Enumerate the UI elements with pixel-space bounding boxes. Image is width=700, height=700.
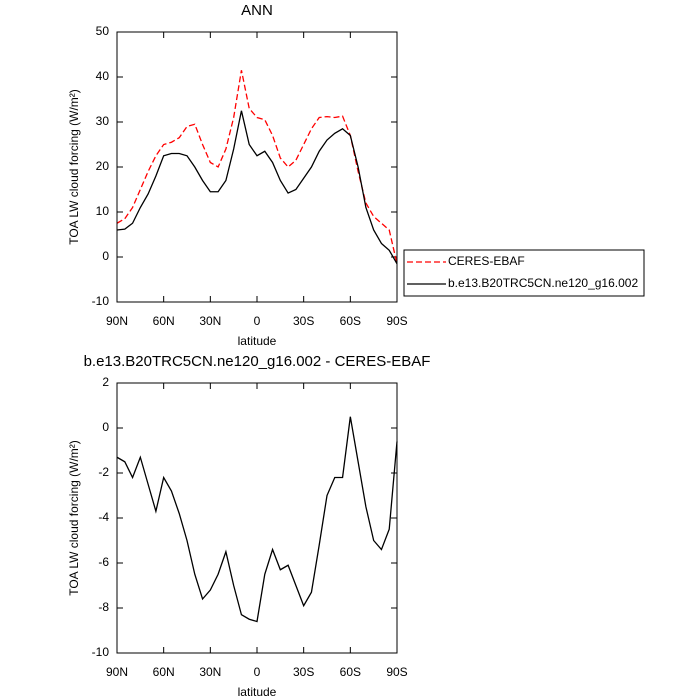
chart-title: b.e13.B20TRC5CN.ne120_g16.002 - CERES-EB… xyxy=(84,353,431,370)
x-axis-label: latitude xyxy=(238,334,277,348)
legend-label: CERES-EBAF xyxy=(448,254,525,268)
x-tick-label: 0 xyxy=(254,314,261,328)
y-tick-label: 20 xyxy=(96,159,110,173)
x-tick-label: 30N xyxy=(199,665,221,679)
y-tick-label: 50 xyxy=(96,24,110,38)
y-tick-label: 30 xyxy=(96,114,110,128)
y-tick-label: -10 xyxy=(92,294,110,308)
data-line xyxy=(116,110,398,265)
x-tick-label: 60S xyxy=(340,665,361,679)
plot-frame xyxy=(116,382,398,654)
x-tick-label: 60N xyxy=(153,314,175,328)
x-axis-label: latitude xyxy=(238,685,277,699)
chart-title: ANN xyxy=(241,2,273,19)
y-tick-label: -8 xyxy=(98,600,109,614)
x-tick-label: 0 xyxy=(254,665,261,679)
x-tick-label: 30N xyxy=(199,314,221,328)
x-tick-label: 30S xyxy=(293,665,314,679)
x-tick-label: 60N xyxy=(153,665,175,679)
y-tick-label: 40 xyxy=(96,69,110,83)
y-axis-label: TOA LW cloud forcing (W/m²) xyxy=(67,89,81,245)
data-line xyxy=(116,416,398,623)
x-tick-label: 60S xyxy=(340,314,361,328)
legend-label: b.e13.B20TRC5CN.ne120_g16.002 xyxy=(448,276,638,290)
y-tick-label: 10 xyxy=(96,204,110,218)
y-tick-label: -4 xyxy=(98,510,109,524)
x-tick-label: 90N xyxy=(106,665,128,679)
y-tick-label: 2 xyxy=(102,375,109,389)
y-tick-label: -6 xyxy=(98,555,109,569)
x-tick-label: 30S xyxy=(293,314,314,328)
x-tick-label: 90S xyxy=(386,314,407,328)
y-tick-label: 0 xyxy=(102,249,109,263)
x-tick-label: 90S xyxy=(386,665,407,679)
x-tick-label: 90N xyxy=(106,314,128,328)
y-axis-label: TOA LW cloud forcing (W/m²) xyxy=(67,440,81,596)
y-tick-label: -2 xyxy=(98,465,109,479)
y-tick-label: -10 xyxy=(92,645,110,659)
legend-box xyxy=(403,249,645,297)
plot-frame xyxy=(116,31,398,303)
y-tick-label: 0 xyxy=(102,420,109,434)
